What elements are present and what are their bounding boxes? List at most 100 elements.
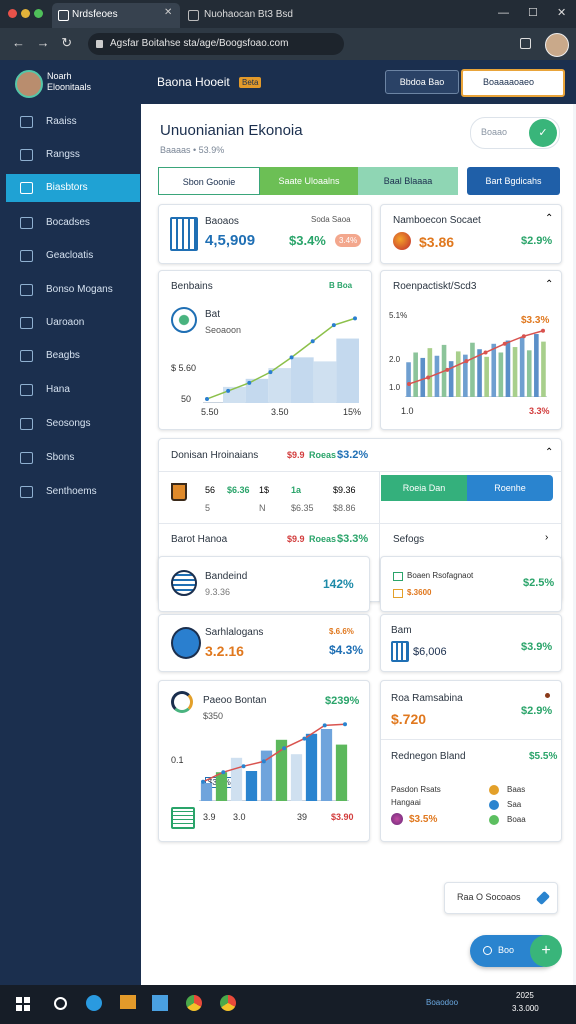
app-icon[interactable] (152, 995, 168, 1011)
point (247, 380, 252, 385)
x-label: 5.50 (201, 407, 219, 417)
max-dot[interactable] (34, 9, 43, 18)
cell: N (259, 503, 266, 513)
header-button-label: Boaaaaoaeo (483, 77, 535, 87)
nav-label: Hana (46, 384, 70, 395)
button[interactable]: Roenhe (467, 475, 553, 501)
window-controls[interactable]: — ☐ ✕ (498, 7, 567, 19)
nav-icon (20, 116, 33, 128)
chart-sub: $350 (203, 711, 224, 721)
search[interactable]: Boaao ✓ (470, 117, 560, 149)
chart (203, 316, 359, 403)
nav-item[interactable]: Seosongs (6, 410, 140, 438)
extension[interactable] (520, 38, 531, 49)
nav-item[interactable]: Sbons (6, 444, 140, 472)
nav-item[interactable]: Biasbtors (6, 174, 140, 202)
nav-icon (20, 418, 33, 430)
bar (427, 348, 433, 397)
cell: $6.35 (291, 503, 314, 513)
point (322, 723, 327, 728)
app-icon[interactable] (86, 995, 102, 1011)
tab[interactable]: Baal Blaaaa (358, 167, 458, 195)
tab[interactable]: Saate Uloaalns (260, 167, 358, 195)
nav-item[interactable]: Rangss (6, 141, 140, 169)
chart-title: Paeoo Bontan (203, 695, 267, 706)
chart-badge: B Boa (329, 281, 353, 290)
button[interactable]: Roeia Dan (381, 475, 467, 501)
card-label: Bandeind (205, 571, 248, 582)
stat-value: 4,5,909 (205, 232, 256, 249)
nav-item[interactable]: Senthoems (6, 478, 140, 506)
header-button[interactable]: Bbdoa Bao (385, 70, 459, 94)
chart-title: Benbains (171, 281, 213, 292)
search-icon[interactable] (54, 997, 67, 1010)
badge: Beta (239, 77, 262, 88)
section-tag: $3.3% (337, 533, 369, 545)
tab[interactable]: Bart Bgdicahs (467, 167, 560, 195)
tab[interactable]: Sbon Goonie (158, 167, 260, 195)
url-field[interactable]: Agsfar Boitahse sta/age/Boogsfoao.com (88, 33, 344, 55)
stat-card: Namboecon Socaet ⌃ $3.86 $2.9% (380, 204, 562, 264)
bar (541, 341, 546, 397)
summary-row-value: $5.5% (529, 751, 558, 762)
bar (448, 361, 454, 397)
app-icon[interactable] (220, 995, 236, 1011)
nav-icon (20, 182, 33, 194)
stat-card: Baoaos 4,5,909 Soda Saoa $3.4% 3.4% (158, 204, 372, 264)
nav-item[interactable]: Bocadses (6, 209, 140, 237)
point (261, 759, 266, 764)
header-button[interactable]: Boaaaaoaeo (461, 69, 565, 97)
nav-item[interactable]: Bonso Mogans (6, 276, 140, 304)
tab[interactable]: Nuohaocan Bt3 Bsd (186, 3, 306, 28)
start[interactable] (16, 997, 30, 1011)
profile-name: Noarh (47, 71, 72, 81)
summary-label: Pasdon Rsats (391, 785, 441, 794)
address-row: ← → ↻ Agsfar Boitahse sta/age/Boogsfoao.… (0, 28, 576, 60)
nav-label: Senthoems (46, 486, 97, 497)
nav-item[interactable]: Geacloatis (6, 242, 140, 270)
app-header: Baona Hooeit Beta Bbdoa Bao Boaaaaoaeo (141, 60, 576, 104)
info-card: Bam $6,006 $3.9% (380, 614, 562, 672)
clock: 3.3.000 (512, 1004, 539, 1013)
x-label: 3.3% (529, 406, 550, 416)
nav-buttons[interactable]: ← → ↻ (12, 35, 73, 50)
card-value: 142% (323, 577, 354, 591)
nav-icon (20, 350, 33, 362)
card-value: $2.5% (523, 577, 555, 589)
profile-name: Eloonitaals (47, 82, 92, 92)
search-placeholder: Boaao (481, 127, 508, 137)
cell: 56 (205, 485, 216, 495)
point (464, 359, 469, 364)
nav-item[interactable]: Beagbs (6, 342, 140, 370)
x-label: $3.90 (331, 812, 354, 822)
fab-add[interactable]: + (530, 935, 562, 967)
nav-label: Geacloatis (46, 250, 94, 261)
close-dot[interactable] (8, 9, 17, 18)
bar (215, 772, 228, 801)
point (445, 367, 450, 372)
section-tag: $9.9 (287, 534, 305, 544)
share-button[interactable]: Raa O Socoaos (444, 882, 558, 914)
stat-label: Namboecon Socaet (393, 215, 481, 226)
bar (512, 347, 518, 397)
app-icon[interactable] (186, 995, 202, 1011)
nav-label: Beagbs (46, 350, 80, 361)
summary-row: Rednegon Bland (391, 751, 466, 762)
bar (470, 342, 475, 397)
point (502, 341, 507, 346)
summary-bottom: $3.5% (409, 814, 438, 825)
cell: 5 (205, 503, 211, 513)
app-icon[interactable] (120, 995, 136, 1009)
nav-label: Biasbtors (46, 182, 88, 193)
stat-change: $2.9% (521, 235, 553, 247)
nav-item[interactable]: Uaroaon (6, 309, 140, 337)
min-dot[interactable] (21, 9, 30, 18)
summary-title: Roa Ramsabina (391, 693, 463, 704)
section-tag: Roeas (309, 450, 337, 460)
info-card: Boaen Rsofagnaot $.3600 $2.5% (380, 556, 562, 612)
avatar[interactable] (545, 33, 569, 57)
nav-item[interactable]: Hana (6, 376, 140, 404)
x-label: 3.50 (271, 407, 289, 417)
nav-item[interactable]: Raaiss (6, 108, 140, 136)
tab[interactable]: Nrdsfeoes ✕ (52, 3, 180, 28)
